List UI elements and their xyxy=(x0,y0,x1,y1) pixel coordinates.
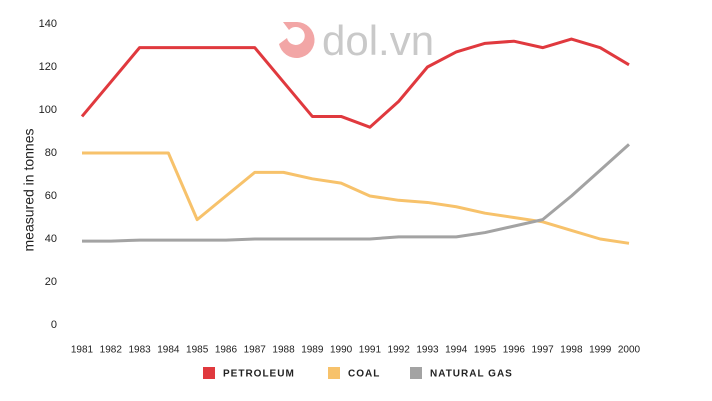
y-tick-label: 60 xyxy=(45,190,57,202)
x-tick-label: 1985 xyxy=(186,345,209,356)
x-tick-label: 1997 xyxy=(532,345,555,356)
y-tick-label: 0 xyxy=(51,319,57,331)
y-tick-label: 40 xyxy=(45,233,57,245)
y-tick-label: 20 xyxy=(45,276,57,288)
x-tick-label: 1993 xyxy=(416,345,439,356)
x-tick-label: 1981 xyxy=(71,345,94,356)
logo: dol.vn xyxy=(279,17,434,64)
y-tick-label: 140 xyxy=(39,18,57,30)
x-tick-label: 2000 xyxy=(618,345,641,356)
series-line xyxy=(82,151,630,245)
x-tick-label: 1988 xyxy=(272,345,295,356)
legend-text: PETROLEUM xyxy=(223,369,295,380)
x-tick-label: 1987 xyxy=(244,345,267,356)
y-tick-label: 120 xyxy=(39,61,57,73)
x-tick-label: 1999 xyxy=(589,345,612,356)
series-line xyxy=(82,143,631,243)
legend-swatch xyxy=(410,367,422,379)
legend-swatch xyxy=(328,367,340,379)
x-tick-label: 1992 xyxy=(388,345,411,356)
series-line xyxy=(80,37,630,129)
y-tick-label: 100 xyxy=(39,104,57,116)
watermark: dol.vn xyxy=(322,17,434,64)
legend-text: COAL xyxy=(348,369,380,380)
x-tick-label: 1998 xyxy=(560,345,583,356)
x-tick-label: 1989 xyxy=(301,345,324,356)
x-tick-label: 1996 xyxy=(503,345,526,356)
legend-swatch xyxy=(203,367,215,379)
x-tick-label: 1983 xyxy=(128,345,151,356)
y-axis-label: measured in tonnes xyxy=(21,129,37,252)
y-tick-label: 80 xyxy=(45,147,57,159)
x-tick-label: 1990 xyxy=(330,345,353,356)
x-tick-label: 1986 xyxy=(215,345,238,356)
legend-text: NATURAL GAS xyxy=(430,369,513,380)
logo-icon xyxy=(279,22,315,58)
x-tick-label: 1982 xyxy=(100,345,123,356)
x-tick-label: 1984 xyxy=(157,345,180,356)
x-tick-label: 1991 xyxy=(359,345,382,356)
x-tick-label: 1995 xyxy=(474,345,497,356)
x-tick-label: 1994 xyxy=(445,345,468,356)
